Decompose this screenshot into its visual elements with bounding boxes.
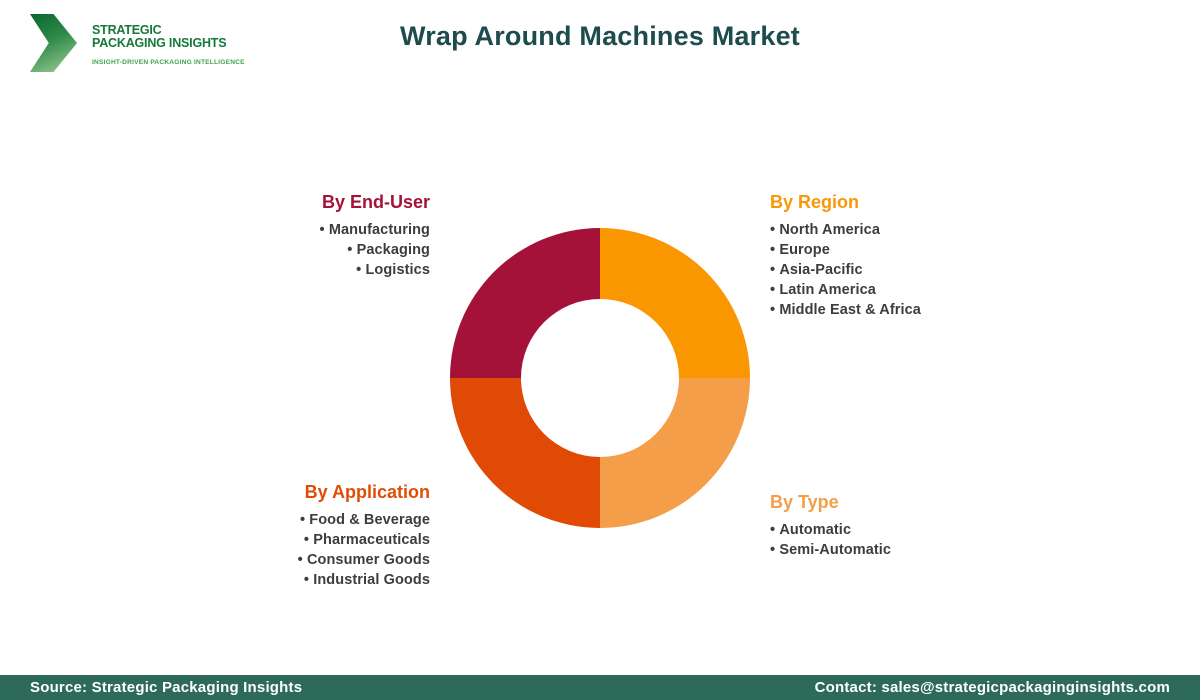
segment-item: Manufacturing — [320, 220, 431, 240]
segment-application: By Application Food & Beverage Pharmaceu… — [298, 481, 430, 590]
segment-item: Automatic — [770, 520, 891, 540]
logo-line-2: PACKAGING INSIGHTS — [92, 36, 227, 50]
segment-item: Middle East & Africa — [770, 300, 921, 320]
segment-item: Semi-Automatic — [770, 540, 891, 560]
segment-item: North America — [770, 220, 921, 240]
segment-title: By Application — [304, 482, 430, 502]
segment-item: Logistics — [320, 260, 431, 280]
segment-item: Packaging — [320, 240, 431, 260]
segment-region: By Region North America Europe Asia-Paci… — [770, 191, 921, 320]
donut-hole — [521, 299, 679, 457]
logo: STRATEGIC PACKAGING INSIGHTS INSIGHT-DRI… — [30, 12, 245, 72]
segment-title: By End-User — [321, 192, 430, 212]
footer-contact: Contact: sales@strategicpackaginginsight… — [814, 679, 1170, 696]
segment-type: By Type Automatic Semi-Automatic — [770, 491, 891, 560]
segment-item: Europe — [770, 240, 921, 260]
segment-title: By Region — [770, 192, 860, 212]
segment-item: Industrial Goods — [298, 570, 430, 590]
logo-text: STRATEGIC PACKAGING INSIGHTS INSIGHT-DRI… — [92, 12, 245, 72]
segment-end-user: By End-User Manufacturing Packaging Logi… — [320, 191, 431, 280]
footer-bar: Source: Strategic Packaging Insights Con… — [0, 675, 1200, 700]
logo-line-1: STRATEGIC — [92, 23, 162, 37]
segment-title: By Type — [770, 492, 839, 512]
segment-item: Pharmaceuticals — [298, 530, 430, 550]
segment-item: Consumer Goods — [298, 550, 430, 570]
logo-tagline: INSIGHT-DRIVEN PACKAGING INTELLIGENCE — [92, 59, 245, 66]
page-title: Wrap Around Machines Market — [400, 21, 800, 51]
segment-item: Food & Beverage — [298, 510, 430, 530]
segment-item: Asia-Pacific — [770, 260, 921, 280]
segment-item: Latin America — [770, 280, 921, 300]
donut-chart — [450, 228, 750, 528]
footer-source: Source: Strategic Packaging Insights — [30, 679, 303, 696]
